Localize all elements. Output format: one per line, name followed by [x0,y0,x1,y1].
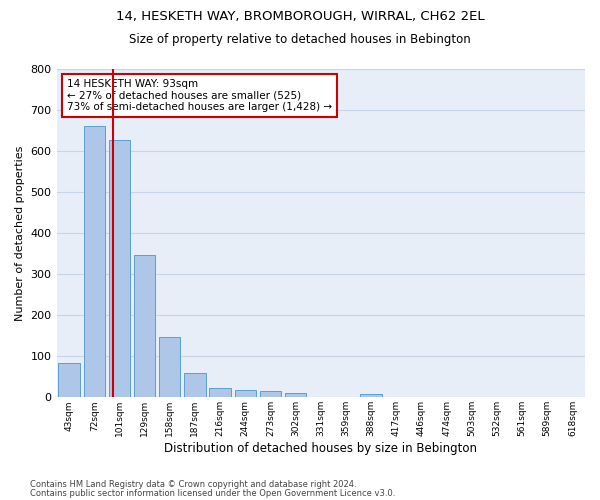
Bar [260,391,281,398]
Bar [58,363,80,398]
Text: 14, HESKETH WAY, BROMBOROUGH, WIRRAL, CH62 2EL: 14, HESKETH WAY, BROMBOROUGH, WIRRAL, CH… [116,10,484,23]
Bar [209,388,231,398]
Bar [159,337,181,398]
Bar [134,255,155,398]
Text: Size of property relative to detached houses in Bebington: Size of property relative to detached ho… [129,32,471,46]
Bar [83,126,105,398]
X-axis label: Distribution of detached houses by size in Bebington: Distribution of detached houses by size … [164,442,477,455]
Y-axis label: Number of detached properties: Number of detached properties [15,146,25,321]
Bar [235,390,256,398]
Text: 14 HESKETH WAY: 93sqm
← 27% of detached houses are smaller (525)
73% of semi-det: 14 HESKETH WAY: 93sqm ← 27% of detached … [67,79,332,112]
Bar [184,374,206,398]
Text: Contains public sector information licensed under the Open Government Licence v3: Contains public sector information licen… [30,488,395,498]
Bar [361,394,382,398]
Text: Contains HM Land Registry data © Crown copyright and database right 2024.: Contains HM Land Registry data © Crown c… [30,480,356,489]
Bar [109,140,130,398]
Bar [285,393,307,398]
